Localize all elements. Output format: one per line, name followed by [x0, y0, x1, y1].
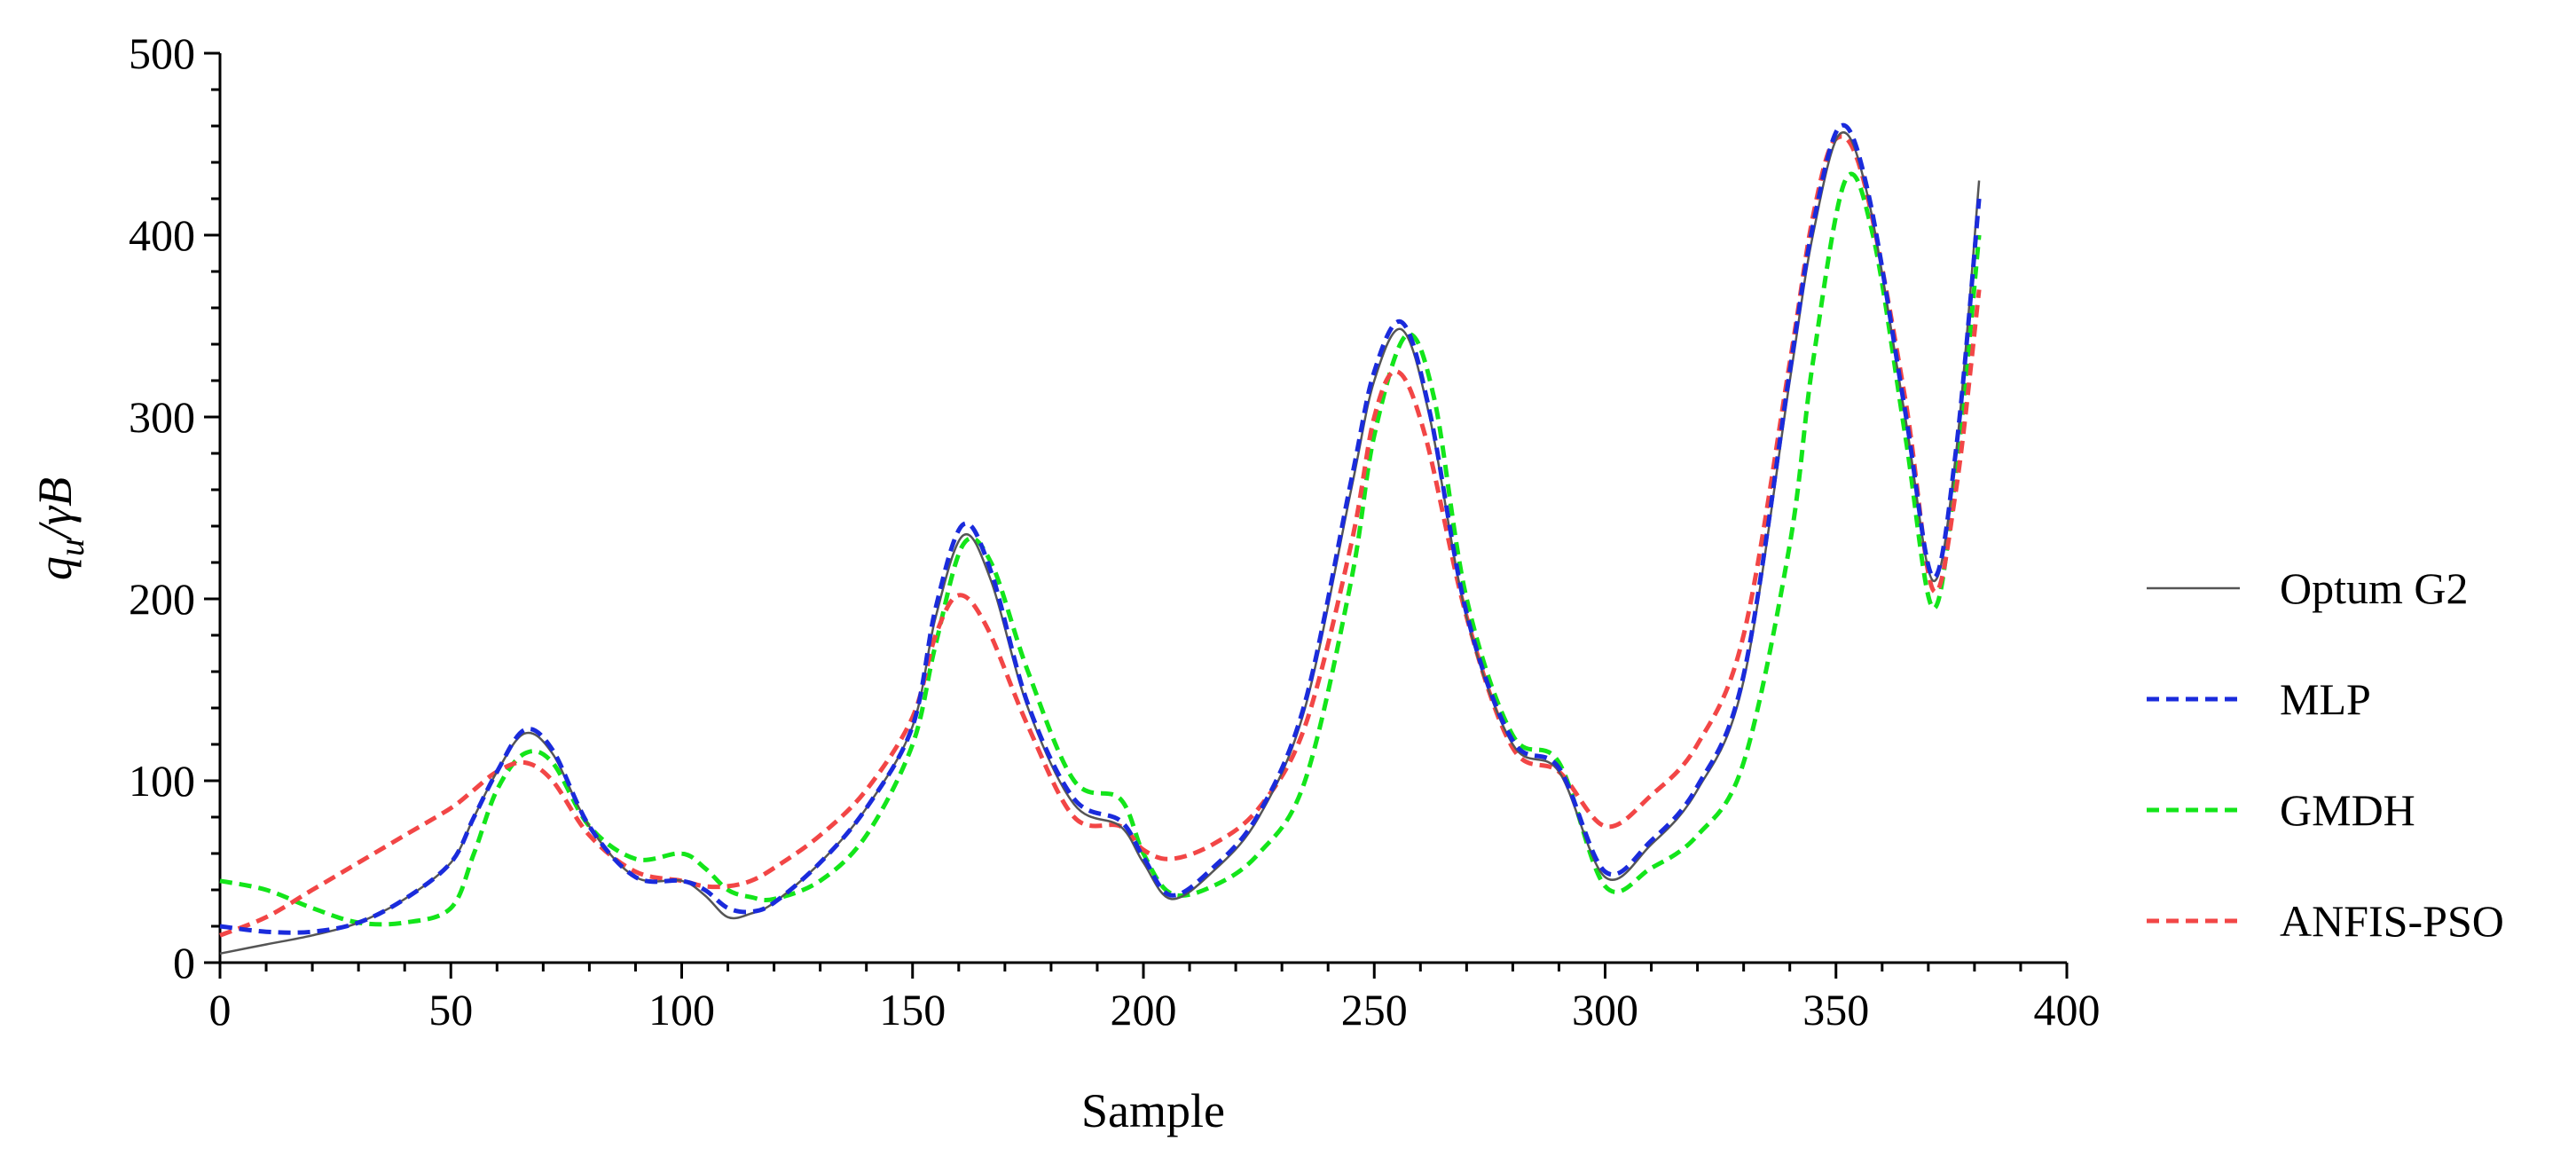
- y-tick-label: 500: [129, 28, 195, 78]
- x-tick-label: 150: [879, 985, 946, 1034]
- x-tick-label: 400: [2034, 985, 2101, 1034]
- y-tick-label: 0: [173, 938, 195, 987]
- y-axis-title-rest: /γB: [28, 477, 82, 541]
- y-tick-label: 300: [129, 392, 195, 442]
- series-layer: [219, 122, 1982, 956]
- x-tick-label: 100: [648, 985, 715, 1034]
- axes: 0 50 100 150 200 250 300 350 400 0 100 200 300 400 500: [129, 28, 2101, 1034]
- series-line-anfis-pso: [219, 134, 1982, 938]
- y-axis-title-q: q: [28, 556, 82, 580]
- y-tick-label: 200: [129, 574, 195, 624]
- legend: Optum G2 MLP GMDH ANFIS-PSO: [2147, 563, 2504, 946]
- x-tick-label: 300: [1572, 985, 1638, 1034]
- x-tick-label: 50: [428, 985, 473, 1034]
- x-tick-label: 0: [209, 985, 232, 1034]
- legend-label-gmdh: GMDH: [2280, 785, 2415, 835]
- legend-label-anfis-pso: ANFIS-PSO: [2280, 896, 2504, 946]
- x-axis-title: Sample: [1081, 1084, 1225, 1137]
- legend-label-optum-g2: Optum G2: [2280, 563, 2469, 613]
- x-tick-label: 250: [1341, 985, 1408, 1034]
- y-axis-title-subscript: u: [51, 539, 91, 556]
- y-axis-title: qu/γB: [28, 477, 91, 580]
- series-line-optum-g2: [219, 130, 1981, 956]
- legend-label-mlp: MLP: [2280, 674, 2371, 724]
- y-tick-label: 400: [129, 210, 195, 260]
- x-tick-label: 350: [1802, 985, 1869, 1034]
- series-line-gmdh: [219, 171, 1982, 927]
- y-tick-label: 100: [129, 756, 195, 806]
- series-line-mlp: [219, 122, 1982, 935]
- x-tick-label: 200: [1111, 985, 1177, 1034]
